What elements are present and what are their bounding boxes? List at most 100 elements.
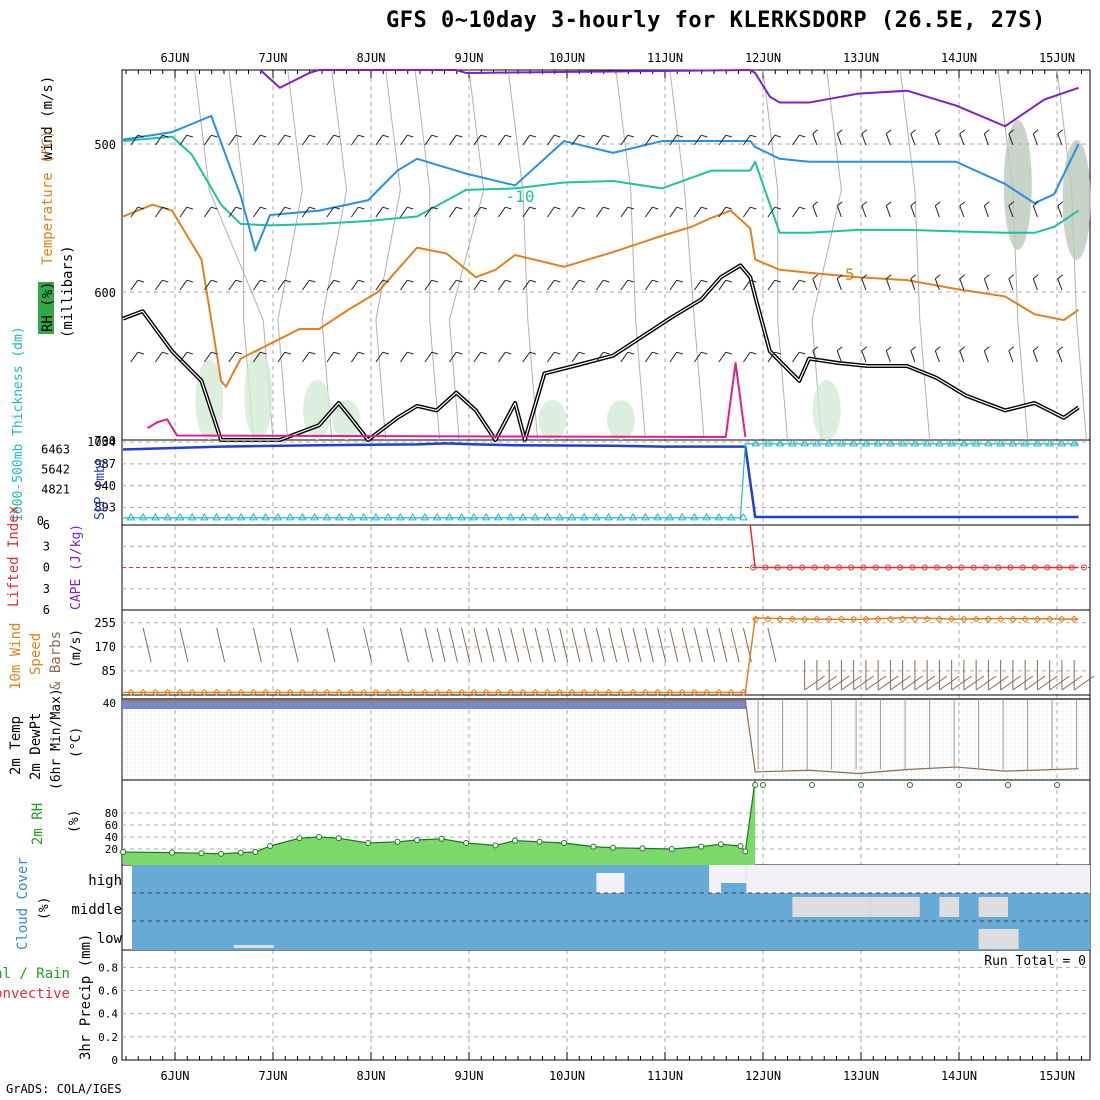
wind-barb-staff — [595, 279, 604, 291]
wind-speed-marker — [335, 688, 343, 697]
wind-speed-marker — [739, 688, 748, 697]
wind-speed-marker — [494, 688, 503, 697]
series-line-magenta — [147, 362, 747, 439]
wind-barb-staff — [644, 134, 653, 146]
wind-barb-10m-flag — [877, 675, 899, 691]
wind-barb-flag — [603, 206, 610, 210]
wind-barb-staff — [669, 134, 678, 146]
wind-barb — [424, 279, 438, 291]
wind-barb-10m — [595, 627, 605, 663]
wind-barb — [130, 134, 144, 146]
wind-speed-marker — [470, 688, 478, 697]
thickness-marker — [261, 512, 271, 521]
wind-barb-10m-flag — [865, 675, 887, 691]
wind-barb — [424, 206, 438, 218]
thickness-marker — [677, 512, 687, 521]
rh-contour — [321, 69, 347, 441]
thickness-marker — [861, 438, 871, 447]
li-marker — [884, 564, 891, 571]
rh-marker — [668, 846, 675, 852]
wind-barb — [595, 206, 610, 218]
wind-barb-flag — [407, 206, 414, 210]
wind-barb-flag — [309, 279, 316, 283]
x-tick-label-top: 6JUN — [161, 51, 190, 65]
wind-barb — [885, 129, 892, 146]
wind-barb — [791, 279, 806, 291]
thickness-marker — [408, 512, 418, 521]
thickness-marker — [1069, 438, 1079, 447]
wind-barb-flag — [1032, 201, 1039, 207]
wind-barb-10m-flag — [816, 675, 838, 691]
wind-barb-10m — [142, 627, 152, 663]
wind-barb — [983, 274, 990, 291]
wind-barb-flag — [983, 346, 990, 352]
wind-barb-10m — [326, 627, 336, 663]
wind-barb-staff — [983, 133, 989, 146]
wind-barb-flag — [812, 274, 819, 280]
wind-barb-flag — [910, 201, 917, 207]
li-marker — [970, 564, 977, 571]
wind-barb — [326, 134, 340, 146]
thickness-marker — [1045, 438, 1055, 447]
y-tick-label-li: 6 — [43, 518, 50, 532]
wind-barb-flag — [750, 134, 757, 138]
wind-barb-10m — [718, 627, 728, 663]
x-tick-label-bottom: 10JUN — [549, 1069, 585, 1083]
wind-barb-flag — [186, 206, 193, 210]
wind-barb-flag — [1057, 346, 1064, 352]
wind-barb-10m — [448, 627, 458, 663]
wind-barb — [571, 134, 585, 146]
wind-barb-staff — [228, 351, 237, 363]
wind-barb-staff — [791, 279, 800, 291]
wind-barb — [885, 346, 892, 363]
y-tick-label: 500 — [94, 138, 116, 152]
wind-barb-flag — [885, 274, 892, 280]
wind-barb-staff — [301, 351, 310, 363]
thickness-marker — [873, 438, 883, 447]
x-tick-label-top: 14JUN — [941, 51, 977, 65]
wind-barb — [791, 134, 806, 146]
wind-barb-flag — [725, 134, 732, 138]
wind-speed-marker — [666, 688, 674, 697]
wind-barb — [326, 279, 340, 291]
thickness-marker — [555, 512, 565, 521]
thickness-marker — [604, 512, 614, 521]
wind-barb-flag — [211, 351, 218, 355]
wind-barb — [1057, 201, 1064, 218]
li-marker — [774, 564, 781, 571]
rh-marker — [698, 843, 705, 850]
wind-barb — [718, 351, 732, 363]
wind-barb-flag — [627, 206, 634, 210]
wind-barb — [277, 206, 291, 218]
wind-speed-marker — [1058, 615, 1066, 623]
wind-barb-flag — [885, 129, 892, 135]
wind-barb-flag — [260, 134, 267, 138]
wind-barb-staff — [277, 279, 286, 291]
wind-barb-10m-flag — [853, 675, 874, 691]
wind-barb-staff — [1008, 350, 1014, 363]
wind-barb-10m — [252, 627, 262, 663]
wind-barb-staff — [620, 206, 629, 218]
wind-barb-10m — [644, 627, 654, 663]
thickness-marker — [996, 438, 1006, 447]
wind-barb-staff — [934, 278, 940, 291]
thickness-marker — [1020, 438, 1030, 447]
thickness-marker — [334, 512, 344, 521]
y-tick-label-rh: 40 — [105, 831, 118, 844]
rh-marker — [907, 782, 913, 788]
wind-barb-staff — [326, 206, 335, 218]
wind-barb-flag — [959, 201, 966, 207]
wind-barb-flag — [554, 279, 561, 283]
wind-barb — [885, 274, 892, 291]
wind-barb-staff — [861, 133, 867, 146]
wind-barb-flag — [284, 206, 291, 210]
wind-barb — [326, 206, 340, 218]
wind-speed-marker — [972, 615, 980, 623]
wind-barb — [497, 279, 512, 291]
wind-barb-flag — [799, 134, 806, 138]
wind-barb-flag — [1008, 346, 1015, 352]
wind-barb-flag — [382, 134, 389, 138]
wind-barb — [644, 279, 659, 291]
wind-barb-10m — [534, 627, 544, 663]
temp-band — [122, 701, 747, 709]
